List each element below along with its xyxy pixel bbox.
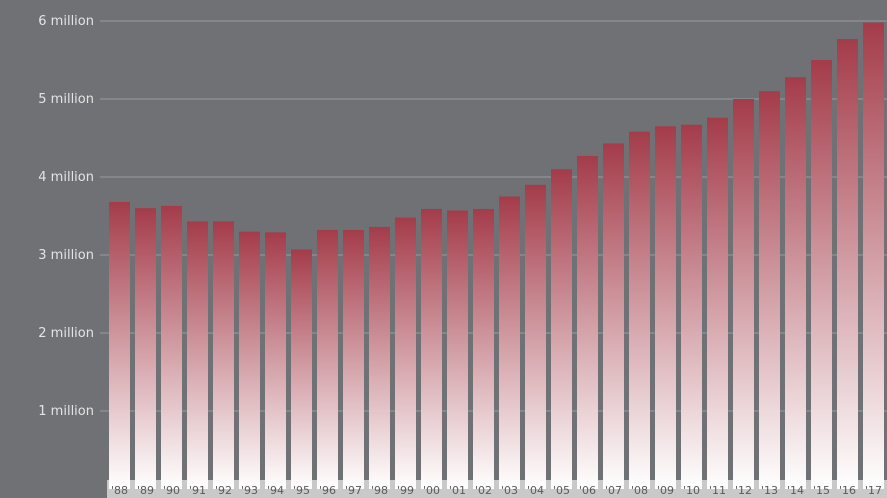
bar — [733, 99, 754, 489]
x-tick-label: '17 — [865, 484, 882, 497]
bar — [785, 77, 806, 489]
bar — [343, 230, 364, 490]
x-tick-label: '96 — [319, 484, 336, 497]
x-axis-tick-labels: '88 '89 '90 '91 '92 '93 '94 '95 '96 '97 '98 '99 '00 '… — [111, 484, 882, 497]
x-tick-label: '89 — [137, 484, 154, 497]
x-tick-label: '97 — [345, 484, 362, 497]
x-tick-label: '12 — [735, 484, 752, 497]
bar — [603, 143, 624, 489]
x-tick-label: '08 — [631, 484, 648, 497]
x-tick-label: '07 — [605, 484, 622, 497]
x-tick-label: '05 — [553, 484, 570, 497]
x-tick-label: '93 — [241, 484, 258, 497]
x-tick-label: '11 — [709, 484, 726, 497]
x-tick-label: '16 — [839, 484, 856, 497]
bar — [265, 232, 286, 489]
bar — [447, 210, 468, 490]
y-tick-label: 1 million — [38, 404, 94, 419]
x-tick-label: '03 — [501, 484, 518, 497]
x-tick-label: '94 — [267, 484, 284, 497]
bar — [213, 221, 234, 489]
bar — [369, 226, 390, 490]
x-tick-label: '15 — [813, 484, 830, 497]
bar — [135, 208, 156, 489]
x-tick-label: '91 — [189, 484, 206, 497]
bar — [655, 126, 676, 490]
x-tick-label: '02 — [475, 484, 492, 497]
y-tick-label: 4 million — [38, 170, 94, 185]
bar — [187, 221, 208, 489]
x-tick-label: '92 — [215, 484, 232, 497]
bar — [291, 249, 312, 489]
x-tick-label: '04 — [527, 484, 544, 497]
y-tick-label: 3 million — [38, 248, 94, 263]
bar — [109, 201, 130, 489]
bar — [759, 91, 780, 489]
x-tick-label: '00 — [423, 484, 440, 497]
x-tick-label: '90 — [163, 484, 180, 497]
bars — [109, 22, 884, 490]
x-tick-label: '88 — [111, 484, 128, 497]
x-tick-label: '99 — [397, 484, 414, 497]
bar — [863, 22, 884, 490]
bar — [681, 124, 702, 490]
bar — [499, 196, 520, 489]
bar — [811, 60, 832, 489]
bar — [837, 38, 858, 489]
y-axis-tick-labels: 1 million 2 million 3 million 4 million 5 mi… — [38, 14, 94, 419]
bar — [525, 184, 546, 490]
bar — [239, 231, 260, 489]
x-tick-label: '10 — [683, 484, 700, 497]
y-tick-label: 6 million — [38, 14, 94, 29]
x-tick-label: '06 — [579, 484, 596, 497]
x-tick-label: '13 — [761, 484, 778, 497]
bar — [473, 208, 494, 490]
bar — [551, 169, 572, 489]
bar — [421, 208, 442, 490]
y-tick-label: 5 million — [38, 92, 94, 107]
bar — [317, 230, 338, 490]
bar — [577, 155, 598, 489]
x-tick-label: '01 — [449, 484, 466, 497]
y-tick-label: 2 million — [38, 326, 94, 341]
x-tick-label: '14 — [787, 484, 804, 497]
x-tick-label: '98 — [371, 484, 388, 497]
bar — [161, 205, 182, 490]
x-tick-label: '95 — [293, 484, 310, 497]
bar — [707, 117, 728, 489]
x-tick-label: '09 — [657, 484, 674, 497]
bar — [395, 217, 416, 489]
bar — [629, 131, 650, 489]
